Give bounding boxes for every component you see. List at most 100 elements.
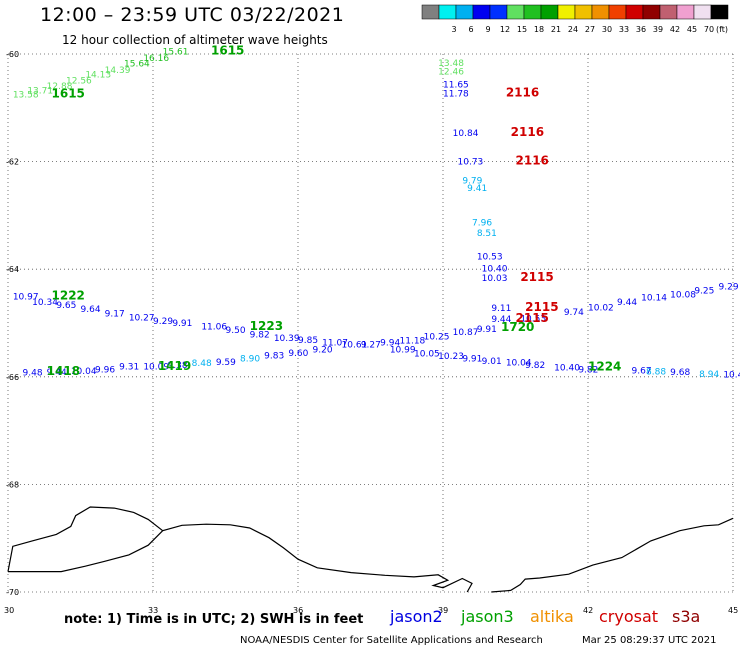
wave-height-value: 16.16 bbox=[143, 54, 169, 64]
wave-height-value: 8.88 bbox=[646, 368, 666, 378]
wave-height-value: 9.96 bbox=[95, 365, 115, 375]
wave-height-value: 9.91 bbox=[172, 319, 192, 329]
colorbar-tick-label: 21 bbox=[551, 25, 561, 34]
longitude-label: 30 bbox=[4, 606, 14, 615]
colorbar-unit: (ft) bbox=[716, 25, 728, 34]
wave-height-value: 14.39 bbox=[105, 66, 131, 76]
wave-height-value: 9.85 bbox=[298, 336, 318, 346]
wave-height-value: 10.25 bbox=[424, 333, 450, 343]
wave-height-value: 9.59 bbox=[216, 358, 236, 368]
colorbar-tick-label: 3 bbox=[451, 25, 456, 34]
wave-height-value: 15.64 bbox=[124, 59, 150, 69]
track-time-label: 2116 bbox=[516, 153, 549, 167]
colorbar-swatch bbox=[523, 4, 542, 20]
latitude-label: -60 bbox=[6, 50, 19, 59]
satellite-legend-jason2: jason2 bbox=[390, 607, 443, 626]
latitude-label: -64 bbox=[6, 265, 19, 274]
latitude-label: -66 bbox=[6, 373, 19, 382]
colorbar-swatch bbox=[438, 4, 457, 20]
wave-height-value: 11.18 bbox=[400, 336, 426, 346]
wave-height-value: 9.82 bbox=[578, 365, 598, 375]
colorbar-swatch bbox=[455, 4, 474, 20]
track-time-label: 2115 bbox=[520, 270, 553, 284]
colorbar-swatch bbox=[557, 4, 576, 20]
axis-labels: -60 -62 -64 -66 -68 -70 30 33 36 39 42 45 bbox=[4, 50, 738, 615]
wave-height-value: 9.82 bbox=[250, 331, 270, 341]
wave-height-value: 13.48 bbox=[438, 59, 464, 69]
wave-height-value: 9.91 bbox=[477, 325, 497, 335]
colorbar-swatch bbox=[625, 4, 644, 20]
wave-height-value: 10.40 bbox=[482, 264, 508, 274]
wave-height-value: 10.02 bbox=[588, 304, 614, 314]
wave-height-value: 9.64 bbox=[81, 305, 101, 315]
colorbar-tick-label: 45 bbox=[687, 25, 697, 34]
wave-height-value: 9.27 bbox=[361, 341, 381, 351]
colorbar-swatch bbox=[489, 4, 508, 20]
wave-height-value: 9.41 bbox=[467, 184, 487, 194]
colorbar-tick-label: 30 bbox=[602, 25, 612, 34]
map-grid bbox=[7, 53, 734, 593]
colorbar-swatch bbox=[642, 4, 661, 20]
coastline-peninsula bbox=[7, 506, 164, 572]
track-time-label: 1418 bbox=[47, 364, 80, 378]
wave-height-value: 15.61 bbox=[163, 48, 189, 58]
colorbar-tick-label: 39 bbox=[653, 25, 663, 34]
colorbar-tick-label: 24 bbox=[568, 25, 578, 34]
track-time-label: 2115 bbox=[516, 311, 549, 325]
wave-height-value: 10.40 bbox=[554, 363, 580, 373]
wave-height-value: 13.58 bbox=[13, 91, 39, 101]
wave-height-value: 10.23 bbox=[438, 352, 464, 362]
track-time-label: 1222 bbox=[52, 288, 85, 302]
colorbar-swatch bbox=[608, 4, 627, 20]
credit-agency: NOAA/NESDIS Center for Satellite Applica… bbox=[240, 635, 543, 646]
wave-height-value: 10.05 bbox=[414, 349, 440, 359]
wave-height-value: 9.11 bbox=[491, 304, 511, 314]
track-time-label: 1223 bbox=[250, 319, 283, 333]
satellite-legend-altika: altika bbox=[530, 607, 574, 626]
wave-height-value: 9.25 bbox=[694, 286, 714, 296]
longitude-label: 36 bbox=[293, 606, 303, 615]
credit-timestamp: Mar 25 08:29:37 UTC 2021 bbox=[582, 635, 717, 646]
footer-note: note: 1) Time is in UTC; 2) SWH is in fe… bbox=[64, 612, 364, 627]
wave-height-value: 11.78 bbox=[443, 90, 469, 100]
colorbar-swatch bbox=[659, 4, 678, 20]
colorbar-swatch bbox=[506, 4, 525, 20]
satellite-legend-jason3: jason3 bbox=[461, 607, 514, 626]
wave-height-value: 10.61 bbox=[342, 341, 368, 351]
wave-height-value: 10.34 bbox=[32, 298, 58, 308]
colorbar-tick-label: 9 bbox=[485, 25, 490, 34]
longitude-label: 33 bbox=[148, 606, 158, 615]
colorbar-swatch bbox=[676, 4, 695, 20]
track-time-label: 1615 bbox=[211, 44, 244, 58]
wave-height-value: 10.14 bbox=[641, 293, 667, 303]
wave-height-value: 8.94 bbox=[699, 370, 719, 380]
colorbar-legend: 3 6 9 12 15 18 21 24 27 30 33 36 39 42 45 70 (ft) bbox=[421, 4, 729, 34]
wave-height-value: 9.91 bbox=[462, 355, 482, 365]
satellite-legend-cryosat: cryosat bbox=[599, 607, 659, 626]
colorbar-tick-label: 70 bbox=[704, 25, 714, 34]
wave-height-value: 10.73 bbox=[458, 157, 484, 167]
map-title: 12:00 – 23:59 UTC 03/22/2021 bbox=[40, 4, 345, 26]
colorbar-swatch bbox=[472, 4, 491, 20]
wave-height-value: 9.44 bbox=[617, 298, 637, 308]
colorbar-tick-label: 33 bbox=[619, 25, 629, 34]
wave-height-value: 9.01 bbox=[482, 357, 502, 367]
wave-height-value: 10.09 bbox=[143, 362, 169, 372]
wave-height-value: 8.51 bbox=[477, 229, 497, 239]
colorbar-swatch bbox=[693, 4, 712, 20]
wave-height-value: 9.44 bbox=[47, 368, 67, 378]
wave-height-value: 12.56 bbox=[66, 77, 92, 87]
wave-height-value: 7.96 bbox=[472, 219, 492, 229]
wave-height-value: 12.88 bbox=[47, 82, 73, 92]
colorbar-tick-label: 15 bbox=[517, 25, 527, 34]
colorbar-tick-label: 12 bbox=[500, 25, 510, 34]
colorbar-tick-label: 42 bbox=[670, 25, 680, 34]
wave-height-value: 10.03 bbox=[482, 274, 508, 284]
track-time-label: 2115 bbox=[525, 300, 558, 314]
track-time-label: 1720 bbox=[501, 320, 534, 334]
wave-height-value: 9.20 bbox=[313, 346, 333, 356]
wave-height-value: 10.04 bbox=[71, 367, 97, 377]
wave-height-value: 9.79 bbox=[462, 177, 482, 187]
wave-height-value: 9.31 bbox=[119, 362, 139, 372]
